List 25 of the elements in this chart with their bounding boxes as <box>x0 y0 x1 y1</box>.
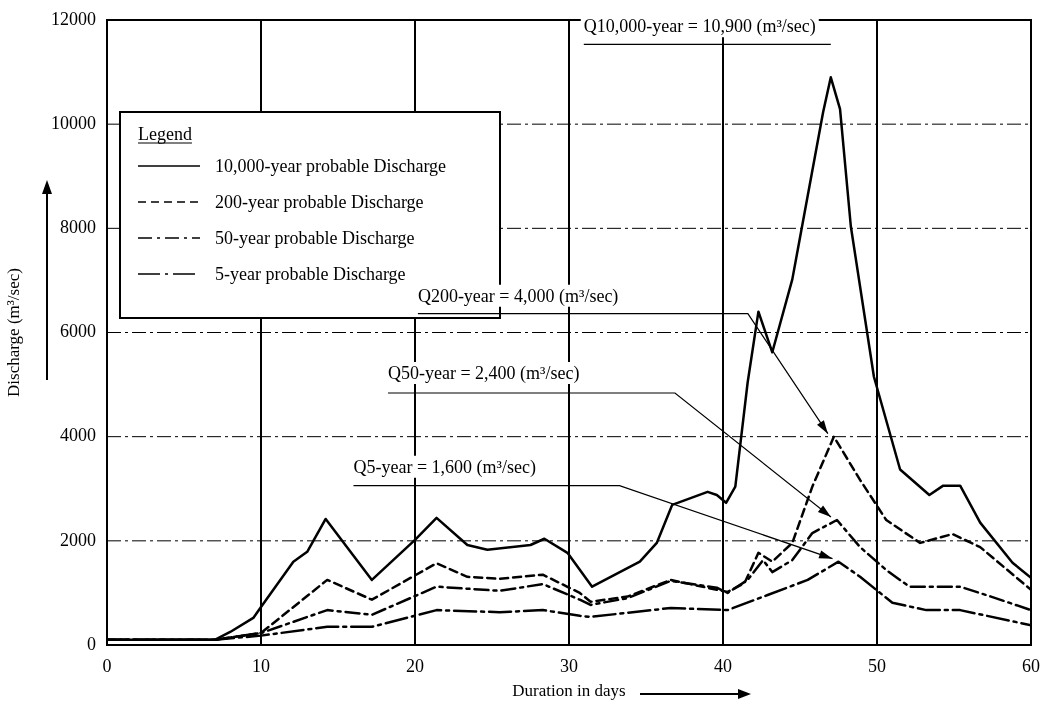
y-tick-label: 10000 <box>51 112 96 133</box>
legend-label: 10,000-year probable Discharge <box>215 156 447 176</box>
x-tick-label: 0 <box>102 655 112 676</box>
x-tick-label: 20 <box>406 655 424 676</box>
x-axis-title: Duration in days <box>512 681 626 701</box>
y-tick-label: 6000 <box>60 321 96 342</box>
annotation: Q200-year = 4,000 (m³/sec) <box>417 285 619 307</box>
legend-label: 200-year probable Discharge <box>215 192 424 212</box>
x-tick-label: 40 <box>714 655 732 676</box>
x-tick-label: 10 <box>252 655 270 676</box>
x-tick-label: 60 <box>1022 655 1040 676</box>
x-tick-label: 50 <box>868 655 886 676</box>
legend-label: 5-year probable Discharge <box>215 264 406 284</box>
y-axis-title: Discharge (m³/sec) <box>3 268 23 397</box>
y-tick-label: 8000 <box>60 217 96 238</box>
y-tick-label: 4000 <box>60 425 96 446</box>
annotation: Q5-year = 1,600 (m³/sec) <box>353 456 536 478</box>
annotation: Q10,000-year = 10,900 (m³/sec) <box>583 16 816 38</box>
y-tick-label: 12000 <box>51 8 96 29</box>
legend-title: Legend <box>138 124 192 144</box>
y-tick-label: 0 <box>87 633 96 654</box>
y-tick-label: 2000 <box>60 529 96 550</box>
x-tick-label: 30 <box>560 655 578 676</box>
legend-label: 50-year probable Discharge <box>215 228 415 248</box>
annotation: Q50-year = 2,400 (m³/sec) <box>387 363 580 384</box>
